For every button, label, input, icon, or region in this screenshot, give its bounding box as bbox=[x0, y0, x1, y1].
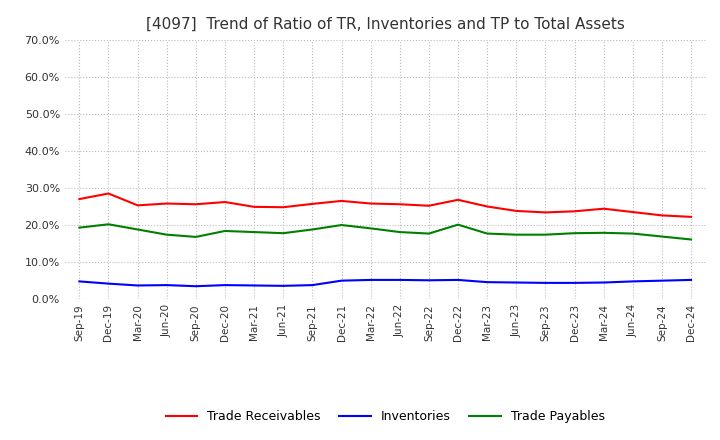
Trade Receivables bbox=[570, 209, 579, 214]
Trade Payables bbox=[657, 234, 666, 239]
Line: Trade Receivables: Trade Receivables bbox=[79, 194, 691, 217]
Trade Receivables bbox=[454, 197, 462, 202]
Inventories bbox=[337, 278, 346, 283]
Inventories bbox=[220, 282, 229, 288]
Title: [4097]  Trend of Ratio of TR, Inventories and TP to Total Assets: [4097] Trend of Ratio of TR, Inventories… bbox=[145, 16, 625, 32]
Inventories bbox=[75, 279, 84, 284]
Inventories bbox=[395, 277, 404, 282]
Inventories bbox=[133, 283, 142, 288]
Inventories bbox=[279, 283, 287, 289]
Trade Payables bbox=[366, 226, 375, 231]
Inventories bbox=[599, 280, 608, 285]
Inventories bbox=[454, 277, 462, 282]
Trade Payables bbox=[454, 222, 462, 227]
Inventories bbox=[308, 282, 317, 288]
Trade Payables bbox=[133, 227, 142, 232]
Inventories bbox=[541, 280, 550, 286]
Trade Receivables bbox=[395, 202, 404, 207]
Inventories bbox=[192, 284, 200, 289]
Trade Payables bbox=[250, 229, 258, 235]
Trade Payables bbox=[220, 228, 229, 234]
Trade Payables bbox=[599, 230, 608, 235]
Trade Payables bbox=[192, 234, 200, 239]
Trade Receivables bbox=[75, 196, 84, 202]
Inventories bbox=[687, 277, 696, 282]
Trade Receivables bbox=[104, 191, 113, 196]
Trade Payables bbox=[687, 237, 696, 242]
Legend: Trade Receivables, Inventories, Trade Payables: Trade Receivables, Inventories, Trade Pa… bbox=[161, 405, 610, 428]
Inventories bbox=[425, 278, 433, 283]
Inventories bbox=[657, 278, 666, 283]
Inventories bbox=[629, 279, 637, 284]
Trade Receivables bbox=[425, 203, 433, 209]
Inventories bbox=[163, 282, 171, 288]
Trade Receivables bbox=[483, 204, 492, 209]
Trade Payables bbox=[308, 227, 317, 232]
Trade Receivables bbox=[133, 203, 142, 208]
Trade Payables bbox=[75, 225, 84, 230]
Trade Receivables bbox=[192, 202, 200, 207]
Inventories bbox=[104, 281, 113, 286]
Line: Inventories: Inventories bbox=[79, 280, 691, 286]
Trade Payables bbox=[337, 222, 346, 227]
Trade Payables bbox=[512, 232, 521, 237]
Inventories bbox=[483, 279, 492, 285]
Trade Receivables bbox=[366, 201, 375, 206]
Trade Payables bbox=[425, 231, 433, 236]
Inventories bbox=[250, 283, 258, 288]
Trade Receivables bbox=[599, 206, 608, 211]
Trade Receivables bbox=[629, 209, 637, 215]
Trade Payables bbox=[483, 231, 492, 236]
Trade Receivables bbox=[308, 201, 317, 206]
Trade Payables bbox=[541, 232, 550, 237]
Line: Trade Payables: Trade Payables bbox=[79, 224, 691, 239]
Inventories bbox=[512, 280, 521, 285]
Trade Receivables bbox=[687, 214, 696, 220]
Trade Receivables bbox=[541, 210, 550, 215]
Trade Receivables bbox=[657, 213, 666, 218]
Trade Payables bbox=[629, 231, 637, 236]
Trade Receivables bbox=[279, 205, 287, 210]
Trade Receivables bbox=[512, 208, 521, 213]
Inventories bbox=[366, 277, 375, 282]
Trade Payables bbox=[570, 231, 579, 236]
Trade Receivables bbox=[220, 199, 229, 205]
Inventories bbox=[570, 280, 579, 286]
Trade Payables bbox=[104, 222, 113, 227]
Trade Receivables bbox=[337, 198, 346, 204]
Trade Payables bbox=[163, 232, 171, 237]
Trade Payables bbox=[395, 229, 404, 235]
Trade Receivables bbox=[163, 201, 171, 206]
Trade Receivables bbox=[250, 204, 258, 209]
Trade Payables bbox=[279, 231, 287, 236]
